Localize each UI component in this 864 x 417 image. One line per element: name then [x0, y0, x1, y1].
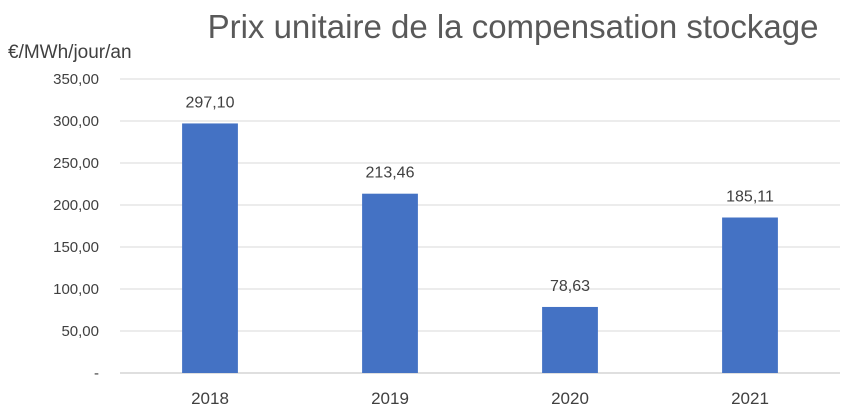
- x-tick-label-2019: 2019: [371, 389, 409, 408]
- y-tick-label: 100,00: [53, 281, 99, 298]
- x-tick-label-2021: 2021: [731, 389, 769, 408]
- data-labels: 297,10 213,46 78,63 185,11: [186, 94, 774, 295]
- y-axis-ticks: - 50,00 100,00 150,00 200,00 250,00 300,00 350,…: [53, 71, 99, 382]
- bar-2019: [362, 193, 418, 373]
- bars: [182, 123, 778, 373]
- gridlines: [120, 78, 840, 374]
- x-tick-label-2018: 2018: [191, 389, 229, 408]
- y-tick-label: 250,00: [53, 155, 99, 172]
- data-label-2020: 78,63: [550, 278, 590, 295]
- data-label-2021: 185,11: [726, 189, 774, 206]
- y-tick-label: 200,00: [53, 197, 99, 214]
- data-label-2018: 297,10: [186, 94, 235, 111]
- y-tick-label: -: [94, 365, 99, 382]
- bar-2018: [182, 123, 238, 373]
- bar-2020: [542, 306, 598, 373]
- y-tick-label: 350,00: [53, 71, 99, 88]
- chart-title: Prix unitaire de la compensation stockag…: [208, 8, 819, 45]
- y-tick-label: 50,00: [61, 323, 99, 340]
- y-tick-label: 150,00: [53, 239, 99, 256]
- x-axis-ticks: 2018 2019 2020 2021: [191, 389, 769, 408]
- y-axis-label: €/MWh/jour/an: [8, 42, 132, 63]
- data-label-2019: 213,46: [366, 165, 415, 182]
- y-tick-label: 300,00: [53, 113, 99, 130]
- x-tick-label-2020: 2020: [551, 389, 589, 408]
- bar-2021: [722, 217, 778, 373]
